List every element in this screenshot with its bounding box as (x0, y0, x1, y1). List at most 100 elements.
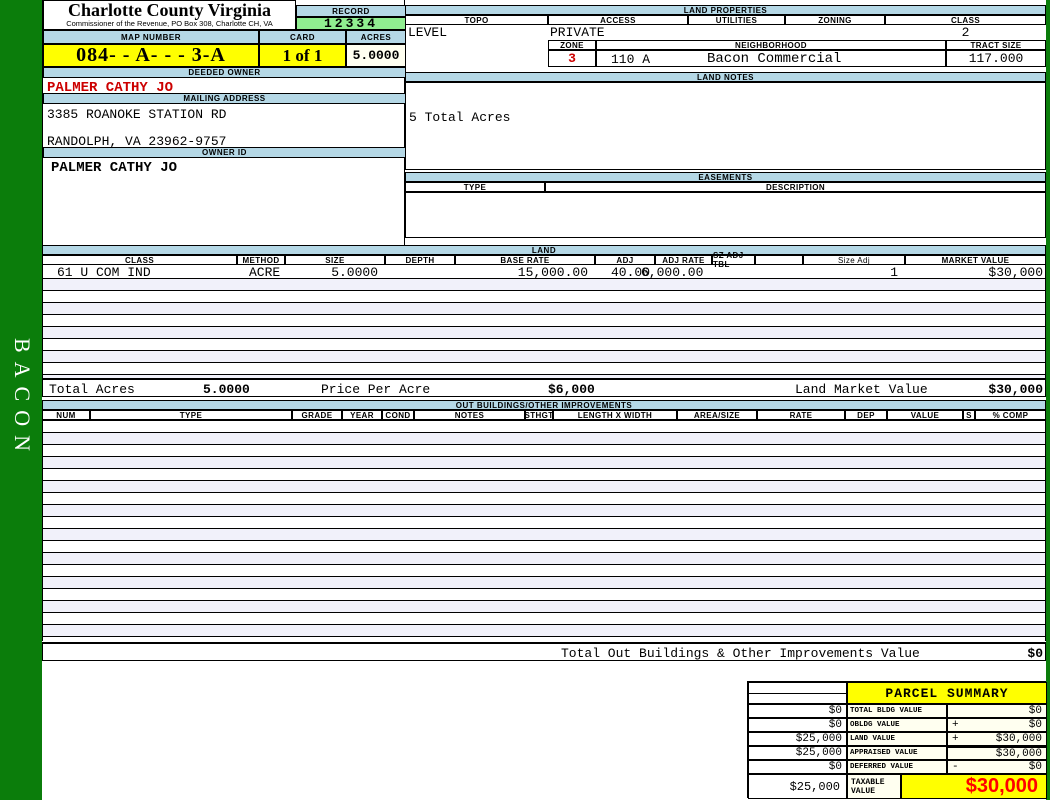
card-value: 1 of 1 (259, 44, 346, 67)
neighborhood-value: Bacon Commercial (707, 51, 842, 67)
ob-header-pct-comp: % COMP (975, 410, 1046, 420)
ob-header-grade: GRADE (292, 410, 342, 420)
land-header-depth: DEPTH (385, 255, 455, 265)
ob-header-rate: RATE (757, 410, 845, 420)
land-empty-rows (42, 278, 1046, 378)
acres-value: 5.0000 (346, 44, 406, 67)
ps-label-appraised: APPRAISED VALUE (847, 746, 947, 760)
land-header-adj-rate: ADJ RATE (655, 255, 712, 265)
easements-body (405, 192, 1046, 238)
ps-prior-deferred: $0 (748, 760, 847, 774)
land-adj-value: 40.00 (610, 265, 650, 280)
ps-value-total-bldg-cell: $0 (947, 704, 1047, 718)
ob-header-dep: DEP (845, 410, 887, 420)
ob-total-value: $0 (1027, 646, 1043, 661)
land-method-value: ACRE (249, 265, 281, 280)
record-card: Charlotte County Virginia Commissioner o… (42, 0, 1047, 800)
land-header-size-adj: Size Adj (803, 255, 905, 265)
deeded-owner-label: DEEDED OWNER (43, 67, 406, 78)
card-label: CARD (259, 30, 346, 44)
deeded-owner-value: PALMER CATHY JO (47, 80, 174, 96)
owner-panel: Charlotte County Virginia Commissioner o… (42, 0, 406, 245)
land-properties-header-topo: TOPO (405, 15, 548, 25)
ob-header-s: S (963, 410, 975, 420)
zone-code-value: 110 A (611, 52, 651, 67)
ps-header-spacer (748, 682, 848, 704)
land-size-adj-value: 1 (890, 265, 898, 280)
land-properties-header-class: CLASS (885, 15, 1046, 25)
county-title: Charlotte County Virginia (67, 0, 271, 20)
mailing-address-label: MAILING ADDRESS (43, 93, 406, 104)
zone-value: 3 (548, 50, 596, 67)
land-market-value-total: $30,000 (988, 382, 1043, 397)
total-acres-value: 5.0000 (203, 382, 250, 397)
ob-header-value: VALUE (887, 410, 963, 420)
ps-value-taxable: $30,000 (901, 774, 1047, 799)
land-properties-header-zoning: ZONING (785, 15, 885, 25)
mailing-address-line2: RANDOLPH, VA 23962-9757 (47, 134, 227, 149)
out-buildings-empty-rows (42, 420, 1046, 641)
ps-value-obldg-cell: + $0 (947, 718, 1047, 732)
map-number-value: 084- - A- - - 3-A (43, 44, 259, 67)
land-table-title: LAND (42, 245, 1046, 255)
class-value: 2 (961, 25, 970, 40)
access-value: PRIVATE (550, 25, 605, 40)
ps-value-land-cell: + $30,000 (947, 732, 1047, 746)
parcel-summary-table: PARCEL SUMMARY $0 TOTAL BLDG VALUE $0 $0… (747, 681, 1047, 799)
ps-label-obldg: OBLDG VALUE (847, 718, 947, 732)
land-class-value: 61 U COM IND (57, 265, 151, 280)
ps-value-total-bldg: $0 (1028, 705, 1042, 717)
mailing-address-line1: 3385 ROANOKE STATION RD (47, 107, 227, 122)
price-per-acre-value: $6,000 (548, 382, 595, 397)
land-market-value: $30,000 (988, 265, 1043, 280)
ps-value-deferred: $0 (1028, 761, 1042, 773)
ps-value-deferred-cell: - $0 (947, 760, 1047, 774)
ps-value-obldg: $0 (1028, 719, 1042, 731)
land-market-value-label: Land Market Value (795, 382, 928, 397)
ob-header-notes: NOTES (414, 410, 525, 420)
ps-header-spacer-line (749, 693, 848, 694)
ps-label-taxable: TAXABLE VALUE (847, 774, 901, 799)
ps-label-total-bldg: TOTAL BLDG VALUE (847, 704, 947, 718)
record-value: 12334 (296, 16, 406, 31)
land-size-value: 5.0000 (331, 265, 378, 280)
ps-prior-obldg: $0 (748, 718, 847, 732)
ps-value-land: $30,000 (995, 733, 1042, 745)
neighborhood-label: NEIGHBORHOOD (596, 40, 946, 50)
ps-value-appraised-cell: $30,000 (947, 746, 1047, 760)
land-header-size: SIZE (285, 255, 385, 265)
zone-neighborhood-box: ZONE NEIGHBORHOOD TRACT SIZE 3 110 A Bac… (548, 40, 1046, 67)
topo-value: LEVEL (408, 25, 448, 40)
land-header-market-value: MARKET VALUE (905, 255, 1046, 265)
land-header-method: METHOD (237, 255, 285, 265)
land-notes-text: 5 Total Acres (409, 110, 511, 125)
ps-label-land: LAND VALUE (847, 732, 947, 746)
owner-id-label: OWNER ID (43, 147, 406, 158)
ob-header-year: YEAR (342, 410, 382, 420)
ps-prior-total-bldg: $0 (748, 704, 847, 718)
land-header-blank (755, 255, 803, 265)
ps-prior-appraised: $25,000 (748, 746, 847, 760)
land-header-sz-adj-tbl: SZ ADJ TBL (712, 251, 755, 269)
zone-label: ZONE (548, 40, 596, 50)
land-header-adj: ADJ (595, 255, 655, 265)
ob-header-length-width: LENGTH X WIDTH (553, 410, 677, 420)
land-header-base-rate: BASE RATE (455, 255, 595, 265)
ps-prior-land: $25,000 (748, 732, 847, 746)
land-properties-header-utilities: UTILITIES (688, 15, 785, 25)
land-notes-title: LAND NOTES (405, 72, 1046, 82)
ps-op-obldg: + (952, 719, 959, 731)
land-properties-title: LAND PROPERTIES (405, 5, 1046, 15)
ps-op-land: + (952, 733, 959, 745)
parcel-summary-title: PARCEL SUMMARY (847, 682, 1047, 704)
land-totals-row: Total Acres 5.0000 Price Per Acre $6,000… (42, 378, 1046, 397)
ob-header-cond: COND (382, 410, 414, 420)
county-subtitle: Commissioner of the Revenue, PO Box 308,… (66, 19, 273, 28)
tract-size-label: TRACT SIZE (946, 40, 1046, 50)
total-acres-label: Total Acres (49, 382, 135, 397)
price-per-acre-label: Price Per Acre (321, 382, 431, 397)
neighborhood-cell: 110 A Bacon Commercial (596, 50, 946, 67)
ps-prior-taxable: $25,000 (748, 774, 847, 799)
county-header: Charlotte County Virginia Commissioner o… (43, 0, 296, 30)
